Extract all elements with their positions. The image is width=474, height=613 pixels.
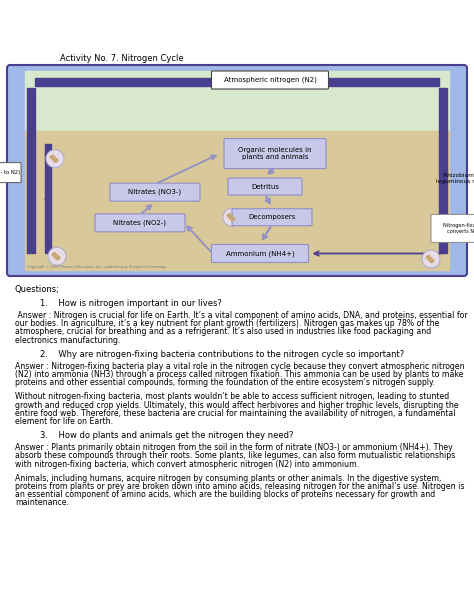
Text: entire food web. Therefore, these bacteria are crucial for maintaining the avail: entire food web. Therefore, these bacter… [15,409,456,418]
Bar [45,143,51,253]
Text: Detritus: Detritus [251,183,279,189]
Ellipse shape [54,255,58,257]
Text: (N2) into ammonia (NH3) through a process called nitrogen fixation. This ammonia: (N2) into ammonia (NH3) through a proces… [15,370,464,379]
Circle shape [46,150,64,168]
Ellipse shape [52,253,56,256]
Text: proteins and other essential compounds, forming the foundation of the entire eco: proteins and other essential compounds, … [15,378,435,387]
Text: Answer : Plants primarily obtain nitrogen from the soil in the form of nitrate (: Answer : Plants primarily obtain nitroge… [15,443,453,452]
Text: Copyright © 2009 Pearson Education, Inc., publishing as Benjamin Cummings.: Copyright © 2009 Pearson Education, Inc.… [27,265,167,269]
Text: 2.    Why are nitrogen-fixing bacteria contributions to the nitrogen cycle so im: 2. Why are nitrogen-fixing bacteria cont… [40,350,404,359]
Text: Atmospheric nitrogen (N2): Atmospheric nitrogen (N2) [224,77,317,83]
FancyBboxPatch shape [95,214,185,232]
Circle shape [422,250,440,268]
Bar [35,78,439,86]
Text: Rhizobium in
leguminous roots: Rhizobium in leguminous roots [437,173,474,184]
Text: Denitrification (NO3- to N2): Denitrification (NO3- to N2) [0,170,20,175]
Text: growth and reduced crop yields. Ultimately, this would affect herbivores and hig: growth and reduced crop yields. Ultimate… [15,401,459,409]
Text: electronics manufacturing.: electronics manufacturing. [15,335,120,345]
Text: absorb these compounds through their roots. Some plants, like legumes, can also : absorb these compounds through their roo… [15,451,455,460]
FancyBboxPatch shape [224,139,326,169]
Text: Nitrates (NO3-): Nitrates (NO3-) [128,189,182,196]
Ellipse shape [231,218,235,221]
Ellipse shape [56,257,60,260]
Text: Organic molecules in
plants and animals: Organic molecules in plants and animals [238,147,312,160]
Text: Without nitrogen-fixing bacteria, most plants wouldn’t be able to access suffici: Without nitrogen-fixing bacteria, most p… [15,392,449,402]
Text: maintenance.: maintenance. [15,498,69,508]
FancyBboxPatch shape [211,245,309,262]
Ellipse shape [426,256,430,259]
Bar [27,88,35,253]
Bar [25,131,449,270]
Text: Decomposers: Decomposers [248,214,296,220]
Text: Questions;: Questions; [15,285,60,294]
Text: atmosphere, crucial for breathing and as a refrigerant. It’s also used in indust: atmosphere, crucial for breathing and as… [15,327,431,337]
Ellipse shape [428,257,432,261]
Text: Ammonium (NH4+): Ammonium (NH4+) [226,250,294,257]
Text: Answer : Nitrogen-fixing bacteria play a vital role in the nitrogen cycle becaus: Answer : Nitrogen-fixing bacteria play a… [15,362,465,371]
Ellipse shape [430,259,434,262]
Text: 3.    How do plants and animals get the nitrogen they need?: 3. How do plants and animals get the nit… [40,431,293,440]
FancyBboxPatch shape [431,215,474,242]
Text: Nitrates (NO2-): Nitrates (NO2-) [113,219,166,226]
Text: Nitrogen-fixation (Bacteria
converts N2 into NH4+): Nitrogen-fixation (Bacteria converts N2 … [444,223,474,234]
FancyBboxPatch shape [211,71,328,89]
Ellipse shape [227,214,231,217]
Ellipse shape [50,155,54,158]
Text: with nitrogen-fixing bacteria, which convert atmospheric nitrogen (N2) into ammo: with nitrogen-fixing bacteria, which con… [15,460,359,468]
Ellipse shape [52,157,56,160]
Bar [439,88,447,253]
Circle shape [48,247,66,265]
FancyBboxPatch shape [110,183,200,201]
Text: Activity No. 7. Nitrogen Cycle: Activity No. 7. Nitrogen Cycle [60,54,183,63]
Ellipse shape [54,159,58,162]
Circle shape [223,208,241,226]
FancyBboxPatch shape [7,65,467,276]
Text: our bodies. In agriculture, it’s a key nutrient for plant growth (fertilizers). : our bodies. In agriculture, it’s a key n… [15,319,439,328]
Ellipse shape [229,216,233,219]
Text: 1.    How is nitrogen important in our lives?: 1. How is nitrogen important in our live… [40,299,222,308]
Text: Answer : Nitrogen is crucial for life on Earth. It’s a vital component of amino : Answer : Nitrogen is crucial for life on… [15,311,467,320]
FancyBboxPatch shape [228,178,302,195]
Text: Animals, including humans, acquire nitrogen by consuming plants or other animals: Animals, including humans, acquire nitro… [15,474,441,483]
FancyBboxPatch shape [232,209,312,226]
Text: an essential component of amino acids, which are the building blocks of proteins: an essential component of amino acids, w… [15,490,435,499]
Bar [25,71,449,131]
Text: proteins from plants or prey are broken down into amino acids, releasing nitroge: proteins from plants or prey are broken … [15,482,465,491]
FancyBboxPatch shape [0,162,21,183]
Text: element for life on Earth.: element for life on Earth. [15,417,113,426]
Bar [25,71,449,270]
